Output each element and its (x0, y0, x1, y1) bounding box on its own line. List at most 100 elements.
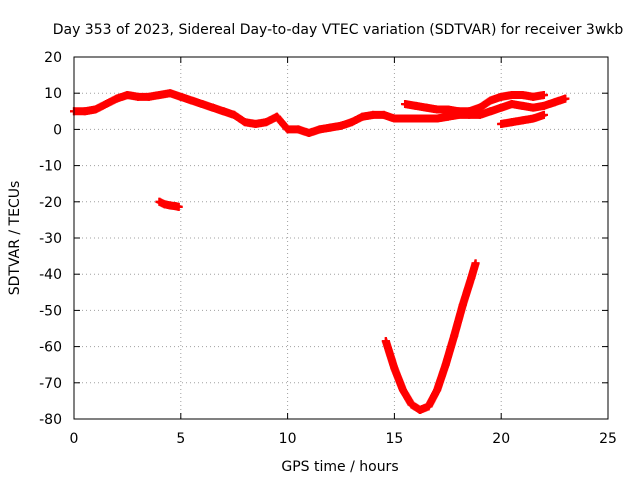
data-point (219, 107, 228, 116)
data-point (369, 110, 378, 119)
data-point (187, 96, 196, 105)
data-point (304, 129, 313, 138)
data-point (486, 96, 495, 105)
data-point (539, 101, 548, 110)
data-point (467, 273, 476, 282)
data-point (422, 114, 431, 123)
y-tick-label: 20 (44, 50, 62, 66)
x-axis-label: GPS time / hours (281, 459, 398, 475)
data-point (507, 100, 516, 109)
data-point (112, 94, 121, 103)
series-2 (497, 110, 548, 128)
y-tick-label: -50 (39, 303, 62, 319)
data-point (358, 112, 367, 121)
data-point (465, 107, 474, 116)
data-point (283, 125, 292, 134)
data-point (381, 337, 390, 346)
data-point (401, 114, 410, 123)
data-point (471, 259, 480, 268)
data-point (272, 112, 281, 121)
data-point (411, 114, 420, 123)
data-point (411, 101, 420, 110)
y-tick-label: -40 (39, 267, 62, 283)
data-point (424, 402, 433, 411)
data-point (390, 364, 399, 373)
y-tick-label: -60 (39, 340, 62, 356)
data-point (454, 107, 463, 116)
data-point (198, 100, 207, 109)
y-tick-label: -80 (39, 412, 62, 428)
data-point (475, 103, 484, 112)
data-point (294, 125, 303, 134)
series-0 (70, 89, 570, 138)
data-point (507, 118, 516, 127)
x-tick-label: 10 (279, 431, 297, 447)
data-point (518, 101, 527, 110)
data-point (529, 114, 538, 123)
data-point (379, 110, 388, 119)
y-tick-label: 10 (44, 86, 62, 102)
x-tick-label: 5 (176, 431, 185, 447)
data-point (475, 110, 484, 119)
data-point (80, 107, 89, 116)
data-point (561, 94, 570, 103)
data-point (433, 386, 442, 395)
data-point (315, 125, 324, 134)
data-point (497, 119, 506, 128)
data-point (123, 91, 132, 100)
x-tick-label: 25 (599, 431, 617, 447)
data-point (441, 360, 450, 369)
data-point (398, 386, 407, 395)
series-3 (155, 197, 183, 211)
data-point (230, 110, 239, 119)
series-4 (381, 259, 480, 414)
data-point (443, 105, 452, 114)
data-point (497, 92, 506, 101)
data-point (486, 107, 495, 116)
data-point (208, 103, 217, 112)
data-point (251, 119, 260, 128)
data-series-layer (70, 89, 570, 414)
data-point (422, 103, 431, 112)
data-point (458, 300, 467, 309)
axis-ticks: 0 5 10 15 20 25 20 10 0 -10 -20 -30 -40 -50 -60 -70 -80 (39, 50, 617, 447)
data-point (443, 112, 452, 121)
data-point (497, 103, 506, 112)
data-point (240, 118, 249, 127)
x-tick-label: 0 (70, 431, 79, 447)
data-point (407, 400, 416, 409)
data-point (433, 114, 442, 123)
data-point (390, 114, 399, 123)
data-point (176, 92, 185, 101)
series-1 (401, 91, 548, 116)
data-point (433, 105, 442, 114)
data-point (450, 331, 459, 340)
data-point (102, 100, 111, 109)
data-point (539, 110, 548, 119)
data-point (529, 103, 538, 112)
data-point (134, 92, 143, 101)
y-tick-label: 0 (53, 122, 62, 138)
data-point (518, 91, 527, 100)
data-point (326, 123, 335, 132)
data-point (337, 121, 345, 130)
x-tick-label: 20 (492, 431, 510, 447)
data-point (347, 118, 356, 127)
data-point (166, 89, 175, 98)
data-point (91, 105, 100, 114)
y-tick-label: -20 (39, 195, 62, 211)
data-point (174, 202, 183, 211)
data-point (155, 197, 164, 206)
data-point (262, 118, 271, 127)
data-point (518, 116, 527, 125)
x-tick-label: 15 (385, 431, 403, 447)
data-point (550, 98, 559, 107)
y-axis-label: SDTVAR / TECUs (7, 181, 23, 296)
y-tick-label: -30 (39, 231, 62, 247)
data-point (401, 100, 410, 109)
y-tick-label: -10 (39, 159, 62, 175)
data-point (416, 405, 425, 414)
chart-title: Day 353 of 2023, Sidereal Day-to-day VTE… (53, 22, 624, 38)
data-point (155, 91, 164, 100)
